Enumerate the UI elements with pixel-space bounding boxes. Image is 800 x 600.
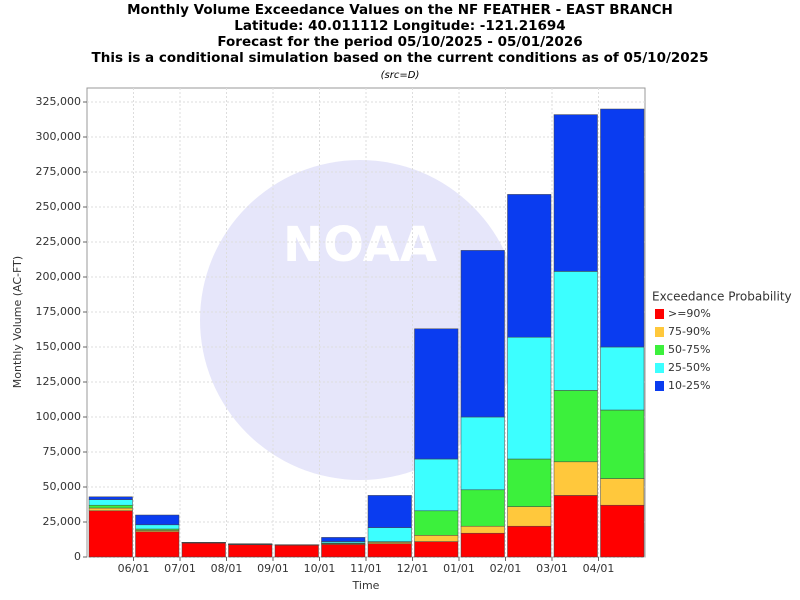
bar-segment xyxy=(600,108,645,348)
bar-segment xyxy=(367,543,412,558)
y-tick-label: 200,000 xyxy=(36,270,82,283)
bar-segment xyxy=(181,542,226,558)
bar-segment xyxy=(135,514,180,526)
bar-segment xyxy=(274,544,319,558)
y-tick-label: 150,000 xyxy=(36,340,82,353)
bar-segment xyxy=(507,194,552,338)
bar-segment xyxy=(88,504,133,509)
bar-segment xyxy=(414,510,459,536)
bar-segment xyxy=(600,409,645,479)
y-tick-label: 100,000 xyxy=(36,410,82,423)
y-tick-label: 75,000 xyxy=(43,445,82,458)
bar-segment xyxy=(321,537,366,542)
legend-label: >=90% xyxy=(668,307,711,320)
title-line: Forecast for the period 05/10/2025 - 05/… xyxy=(217,34,582,50)
bar-segment xyxy=(507,506,552,527)
bar-segment xyxy=(414,458,459,512)
x-tick-label: 11/01 xyxy=(350,562,382,575)
bar-segment xyxy=(507,336,552,460)
x-tick-label: 12/01 xyxy=(397,562,429,575)
bar-segment xyxy=(367,527,412,542)
y-tick-label: 25,000 xyxy=(43,515,82,528)
bar-segment xyxy=(414,541,459,558)
title-line: This is a conditional simulation based o… xyxy=(92,50,709,66)
bar-segment xyxy=(367,495,412,528)
title-line: Latitude: 40.011112 Longitude: -121.2169… xyxy=(234,18,565,34)
bar-segment xyxy=(553,495,598,558)
y-tick-label: 300,000 xyxy=(36,130,82,143)
y-tick-label: 250,000 xyxy=(36,200,82,213)
title-line: Monthly Volume Exceedance Values on the … xyxy=(127,2,673,18)
x-tick-label: 06/01 xyxy=(118,562,150,575)
bar-segment xyxy=(88,510,133,558)
y-tick-label: 275,000 xyxy=(36,165,82,178)
bar-segment xyxy=(321,544,366,558)
x-tick-label: 07/01 xyxy=(164,562,196,575)
bar-segment xyxy=(228,544,273,558)
legend-swatch xyxy=(655,309,664,319)
legend-label: 50-75% xyxy=(668,343,710,356)
legend-swatch xyxy=(655,345,664,355)
legend-title: Exceedance Probability xyxy=(652,290,792,304)
legend-label: 75-90% xyxy=(668,325,710,338)
x-tick-label: 03/01 xyxy=(536,562,568,575)
bar-segment xyxy=(88,499,133,506)
bar-segment xyxy=(600,504,645,558)
bar-segment xyxy=(88,496,133,500)
bar-segment xyxy=(600,346,645,411)
x-tick-label: 01/01 xyxy=(443,562,475,575)
bar-segment xyxy=(414,535,459,542)
bar-segment xyxy=(414,328,459,460)
bar-segment xyxy=(553,114,598,272)
x-axis-label: Time xyxy=(352,579,380,592)
bar-segment xyxy=(135,524,180,530)
y-tick-label: 125,000 xyxy=(36,375,82,388)
x-tick-label: 04/01 xyxy=(583,562,615,575)
bar-segment xyxy=(553,271,598,391)
legend-swatch xyxy=(655,327,664,337)
subtitle: (src=D) xyxy=(381,70,420,81)
y-tick-label: 0 xyxy=(74,550,81,563)
x-tick-label: 09/01 xyxy=(257,562,289,575)
bar-segment xyxy=(460,416,505,491)
bar-segment xyxy=(553,461,598,496)
bar-segment xyxy=(135,531,180,558)
bar-segment xyxy=(460,532,505,558)
bar-segment xyxy=(507,458,552,507)
bar-segment xyxy=(460,250,505,418)
legend-label: 25-50% xyxy=(668,361,710,374)
watermark-text: NOAA xyxy=(283,217,437,273)
bar-segment xyxy=(553,390,598,463)
legend-swatch xyxy=(655,381,664,391)
y-tick-label: 50,000 xyxy=(43,480,82,493)
bar-segment xyxy=(88,507,133,512)
bar-segment xyxy=(600,478,645,506)
x-tick-label: 10/01 xyxy=(304,562,336,575)
y-axis-label: Monthly Volume (AC-FT) xyxy=(11,256,24,388)
legend-swatch xyxy=(655,363,664,373)
x-tick-label: 08/01 xyxy=(211,562,243,575)
bar-segment xyxy=(460,525,505,534)
y-tick-label: 225,000 xyxy=(36,235,82,248)
bar-segment xyxy=(460,489,505,527)
x-tick-label: 02/01 xyxy=(490,562,522,575)
y-tick-label: 325,000 xyxy=(36,95,82,108)
legend-label: 10-25% xyxy=(668,379,710,392)
y-tick-label: 175,000 xyxy=(36,305,82,318)
bar-segment xyxy=(507,525,552,558)
